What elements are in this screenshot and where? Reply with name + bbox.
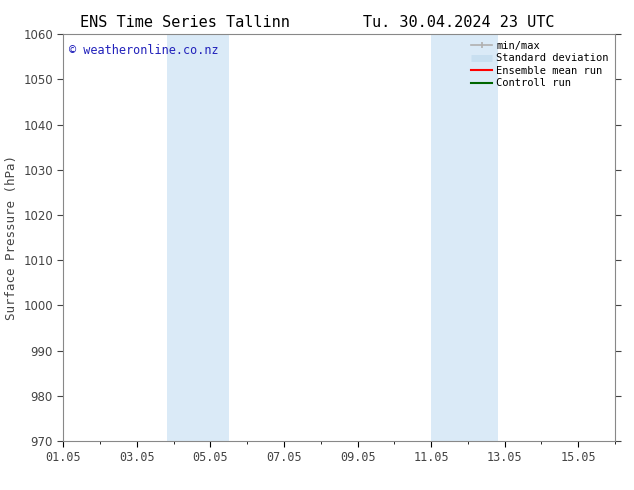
Text: ENS Time Series Tallinn        Tu. 30.04.2024 23 UTC: ENS Time Series Tallinn Tu. 30.04.2024 2…: [80, 15, 554, 30]
Text: © weatheronline.co.nz: © weatheronline.co.nz: [69, 45, 219, 57]
Bar: [431, 34, 498, 441]
Bar: [167, 34, 229, 441]
Y-axis label: Surface Pressure (hPa): Surface Pressure (hPa): [4, 155, 18, 320]
Legend: min/max, Standard deviation, Ensemble mean run, Controll run: min/max, Standard deviation, Ensemble me…: [467, 36, 613, 93]
